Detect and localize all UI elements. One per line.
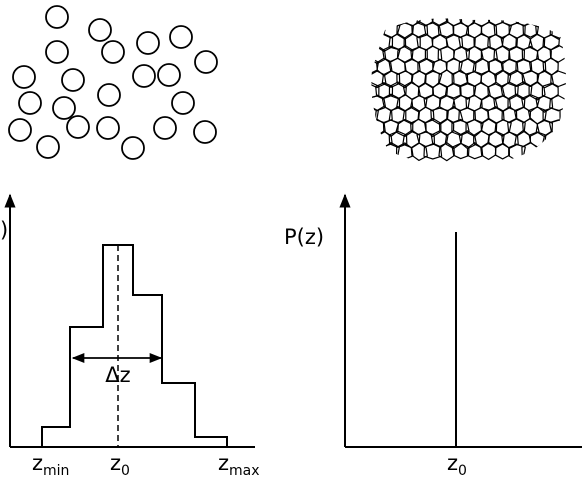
- foam-cell: [368, 143, 386, 160]
- sub: 0: [458, 463, 467, 477]
- particle: [67, 116, 89, 138]
- particle: [133, 65, 155, 87]
- base: z: [447, 451, 458, 475]
- particle: [97, 117, 119, 139]
- particle: [53, 97, 75, 119]
- particle: [62, 69, 84, 91]
- particle: [37, 136, 59, 158]
- particle: [13, 66, 35, 88]
- particle: [9, 119, 31, 141]
- foam-cell: [363, 10, 378, 26]
- foam-cell: [452, 70, 468, 85]
- foam-cell: [474, 108, 489, 124]
- particle: [194, 121, 216, 143]
- foam-cell: [362, 133, 377, 147]
- left-plot: [10, 195, 255, 447]
- foam-cell: [496, 144, 510, 159]
- foam-cell: [543, 10, 559, 26]
- particle: [122, 137, 144, 159]
- right-plot: [345, 195, 582, 447]
- particle: [46, 6, 68, 28]
- particle: [46, 41, 68, 63]
- sub: max: [229, 463, 260, 477]
- right-axis-label: P(z): [284, 225, 324, 249]
- base: z: [218, 451, 229, 475]
- foam-network: [361, 9, 567, 161]
- particle: [98, 84, 120, 106]
- foam-cell: [488, 59, 504, 76]
- particle: [102, 41, 124, 63]
- z-max-label: zmax: [218, 451, 260, 477]
- particle: [137, 32, 159, 54]
- particle: [172, 92, 194, 114]
- foam-cell: [550, 21, 566, 39]
- base: z: [110, 451, 121, 475]
- page: {"left_plot": {"axis_label": ")", "ticks…: [0, 0, 582, 477]
- foam-cell: [376, 10, 393, 27]
- foam-cell: [536, 143, 553, 160]
- particle: [154, 117, 176, 139]
- foam-cell: [501, 60, 518, 76]
- particle: [170, 26, 192, 48]
- width-label: Δz: [105, 363, 130, 387]
- z0-label: z0: [447, 451, 467, 477]
- foam-cell: [390, 10, 406, 26]
- foam-cell: [550, 144, 567, 160]
- particle: [89, 19, 111, 41]
- z0-label: z0: [110, 451, 130, 477]
- foam-cell: [481, 142, 496, 159]
- particle: [195, 51, 217, 73]
- left-axis-label: ): [0, 218, 8, 242]
- foam-cell: [460, 84, 476, 99]
- histogram: [42, 245, 227, 447]
- sub: min: [43, 463, 69, 477]
- foam-cell: [529, 9, 547, 27]
- foam-cell: [369, 23, 386, 38]
- foam-cell: [397, 23, 414, 39]
- particle-circles: [9, 6, 217, 159]
- z-min-label: zmin: [32, 451, 69, 477]
- foam-cell: [361, 34, 378, 51]
- particle: [19, 92, 41, 114]
- sub: 0: [121, 463, 130, 477]
- particle: [158, 64, 180, 86]
- figure: ) Δz zmin z0 zmax P(z) z0: [0, 0, 582, 477]
- base: z: [32, 451, 43, 475]
